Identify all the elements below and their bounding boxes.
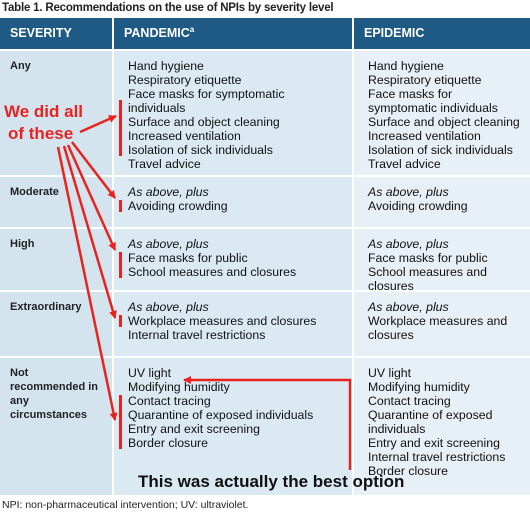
table-title: Table 1. Recommendations on the use of N… <box>2 2 334 14</box>
list-item: Travel advice <box>128 157 201 171</box>
list-item: Workplace measures and closures <box>128 314 317 328</box>
intro-text: As above, plus <box>368 237 449 251</box>
list-item: Quarantine of exposed individuals <box>368 408 493 436</box>
annotation-text: We did all <box>4 102 83 121</box>
annotation-text: of these <box>8 124 73 143</box>
epidemic-cell: As above, plus Workplace measures and clo… <box>354 292 530 356</box>
severity-cell: Any <box>0 51 112 175</box>
list-item: Internal travel restrictions <box>128 328 266 342</box>
list-item: School measures and closures <box>368 265 487 293</box>
list-item: Modifying humidity <box>368 380 470 394</box>
list-item: Travel advice <box>368 157 441 171</box>
highlight-bar <box>119 200 122 212</box>
epidemic-cell: As above, plus Avoiding crowding <box>354 177 530 227</box>
list-item: Hand hygiene <box>128 59 204 73</box>
header-cell: EPIDEMIC <box>354 18 530 49</box>
intro-text: As above, plus <box>128 237 209 251</box>
list-item: Border closure <box>128 436 208 450</box>
highlight-bar <box>119 395 122 449</box>
list-item: Modifying humidity <box>128 380 230 394</box>
list-item: Avoiding crowding <box>128 199 228 213</box>
list-item: Entry and exit screening <box>368 436 500 450</box>
list-item: School measures and closures <box>128 265 297 279</box>
list-item: UV light <box>128 366 172 380</box>
list-item: Respiratory etiquette <box>128 73 242 87</box>
list-item: Face masks for public <box>128 251 248 265</box>
header-cell: SEVERITY <box>0 18 112 49</box>
list-item: Contact tracing <box>128 394 211 408</box>
arrow <box>56 146 118 421</box>
severity-cell: Extraordinary <box>0 292 112 356</box>
list-item: Quarantine of exposed individuals <box>128 408 314 422</box>
list-item: Face masks for symptomatic individuals <box>368 87 498 115</box>
highlight-bar <box>119 315 122 327</box>
severity-cell: Not recommended in any circumstances <box>0 358 112 495</box>
list-item: UV light <box>368 366 412 380</box>
list-item: Surface and object cleaning <box>368 115 520 129</box>
annotation-text: This was actually the best option <box>138 472 404 491</box>
highlight-bar <box>119 100 122 156</box>
intro-text: As above, plus <box>128 185 209 199</box>
highlight-bars <box>119 100 122 449</box>
footnote: NPI: non-pharmaceutical intervention; UV… <box>2 499 249 511</box>
list-item: Isolation of sick individuals <box>368 143 513 157</box>
list-item: Increased ventilation <box>368 129 481 143</box>
list-item: Hand hygiene <box>368 59 444 73</box>
list-item: Contact tracing <box>368 394 451 408</box>
list-item: Isolation of sick individuals <box>128 143 273 157</box>
intro-text: As above, plus <box>128 300 209 314</box>
list-item: Face masks for public <box>368 251 488 265</box>
arrow <box>71 141 116 199</box>
header-text: PANDEMIC <box>124 26 190 40</box>
list-item: Surface and object cleaning <box>128 115 280 129</box>
severity-cell: High <box>0 229 112 290</box>
arrow <box>183 376 352 470</box>
list-item: Border closure <box>368 464 448 478</box>
intro-text: As above, plus <box>368 185 449 199</box>
arrows <box>56 114 352 470</box>
list-item: Internal travel restrictions <box>368 450 506 464</box>
intro-text: As above, plus <box>368 300 449 314</box>
list-item: Increased ventilation <box>128 129 241 143</box>
epidemic-cell: As above, plus Face masks for public Schoo… <box>354 229 530 293</box>
list-item: Entry and exit screening <box>128 422 260 436</box>
list-item: Avoiding crowding <box>368 199 468 213</box>
header-cell: PANDEMICa <box>114 18 352 49</box>
pandemic-cell: As above, plus Workplace measures and clo… <box>114 292 352 356</box>
header-superscript: a <box>189 24 195 34</box>
pandemic-cell: As above, plus Avoiding crowding <box>114 177 352 227</box>
arrow <box>66 144 117 251</box>
list-item: Workplace measures and closures <box>368 314 508 342</box>
severity-cell: Moderate <box>0 177 112 227</box>
highlight-bar <box>119 252 122 278</box>
epidemic-cell: Hand hygiene Respiratory etiquette Face ma… <box>354 51 530 175</box>
list-item: Face masks for symptomatic individuals <box>128 87 285 115</box>
arrow <box>62 145 117 319</box>
pandemic-cell: Hand hygiene Respiratory etiquette Face ma… <box>114 51 352 175</box>
list-item: Respiratory etiquette <box>368 73 482 87</box>
arrow <box>79 114 117 134</box>
pandemic-cell: As above, plus Face masks for public Schoo… <box>114 229 352 290</box>
epidemic-cell: UV light Modifying humidity Contact tracin… <box>354 358 530 495</box>
